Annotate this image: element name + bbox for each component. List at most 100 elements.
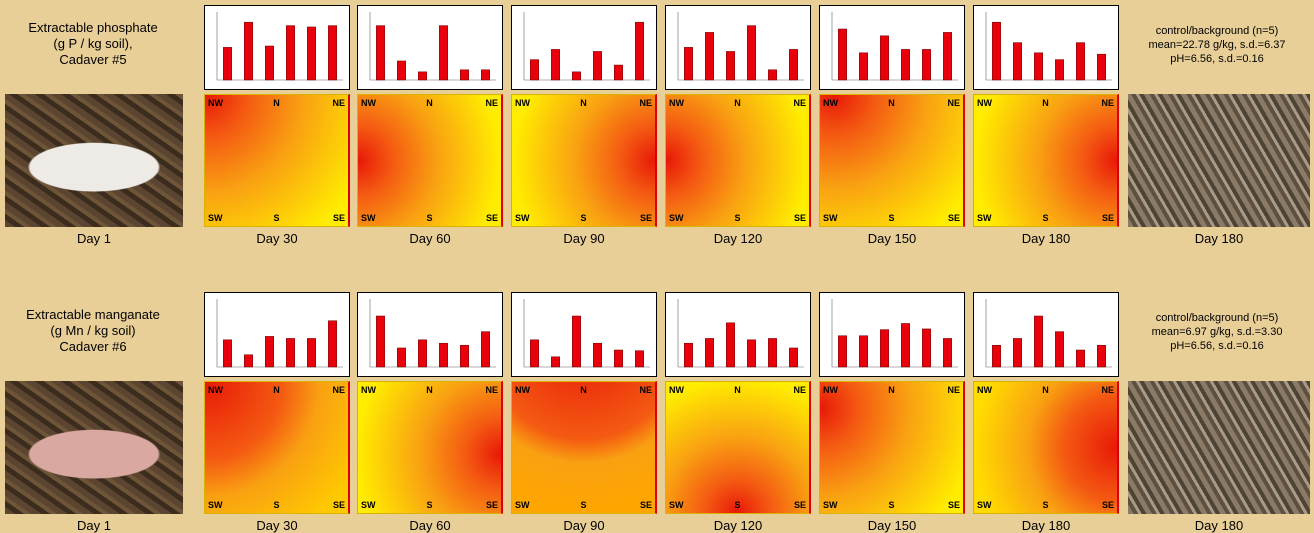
bar (943, 338, 951, 367)
bar (901, 323, 909, 367)
control-photo-label: Day 180 (1128, 518, 1310, 533)
bar (223, 47, 231, 80)
compass-label: NE (1101, 385, 1114, 395)
compass-label: SE (640, 500, 652, 510)
bar (307, 338, 315, 367)
compass-label: S (512, 213, 655, 223)
axis (986, 299, 1112, 367)
axis (832, 12, 958, 80)
bar (859, 53, 867, 80)
compass-label: S (205, 500, 348, 510)
control-line: mean=6.97 g/kg, s.d.=3.30 (1120, 325, 1314, 339)
day-label: Day 90 (511, 231, 657, 247)
compass-label: SE (948, 213, 960, 223)
heatmap: NWNNESWSSE (357, 381, 503, 514)
day-label: Day 30 (204, 231, 350, 247)
day-label: Day 180 (973, 231, 1119, 247)
axis (678, 299, 804, 367)
bar-chart (819, 5, 965, 90)
heatmap: NWNNESWSSE (973, 381, 1119, 514)
compass-label: N (820, 98, 963, 108)
compass-label: NE (947, 385, 960, 395)
compass-label: N (358, 385, 501, 395)
bar-chart (665, 5, 811, 90)
bar (397, 348, 405, 367)
day-label: Day 150 (819, 518, 965, 533)
compass-label: S (205, 213, 348, 223)
bar (614, 65, 622, 80)
day-label: Day 60 (357, 518, 503, 533)
compass-label: NE (793, 385, 806, 395)
control-line: control/background (n=5) (1120, 311, 1314, 325)
control-line: pH=6.56, s.d.=0.16 (1120, 339, 1314, 353)
bar (286, 338, 294, 367)
bar (768, 70, 776, 80)
compass-label: SE (1102, 500, 1114, 510)
axis (524, 12, 650, 80)
axis (370, 299, 496, 367)
control-photo-label: Day 180 (1128, 231, 1310, 247)
heatmap: NWNNESWSSE (819, 94, 965, 227)
bar (328, 26, 336, 80)
compass-label: S (512, 500, 655, 510)
axis (217, 12, 343, 80)
bar-plot (974, 6, 1118, 89)
bar-plot (358, 293, 502, 376)
bar (726, 323, 734, 367)
bar (1055, 332, 1063, 367)
bar (376, 316, 384, 367)
compass-label: NE (639, 98, 652, 108)
bar (376, 26, 384, 80)
compass-label: N (974, 98, 1117, 108)
bar (922, 49, 930, 80)
bar (418, 340, 426, 367)
compass-label: SE (1102, 213, 1114, 223)
compass-label: N (512, 98, 655, 108)
bar-chart (357, 292, 503, 377)
control-line: pH=6.56, s.d.=0.16 (1120, 52, 1314, 66)
bar-chart (665, 292, 811, 377)
bar (551, 357, 559, 367)
compass-label: SE (794, 500, 806, 510)
compass-label: NE (1101, 98, 1114, 108)
bar (286, 26, 294, 80)
bar (635, 351, 643, 367)
title-line: Extractable manganate (0, 307, 186, 323)
compass-label: S (666, 213, 809, 223)
bar (635, 22, 643, 80)
bar-plot (820, 293, 964, 376)
bar (992, 22, 1000, 80)
bar (1055, 60, 1063, 80)
bar (747, 340, 755, 367)
compass-label: SE (486, 500, 498, 510)
compass-label: N (358, 98, 501, 108)
day-label: Day 180 (973, 518, 1119, 533)
bar (789, 49, 797, 80)
bar (1013, 43, 1021, 80)
compass-label: S (666, 500, 809, 510)
day-label: Day 120 (665, 231, 811, 247)
bar (307, 27, 315, 80)
heatmap: NWNNESWSSE (973, 94, 1119, 227)
bar-chart (357, 5, 503, 90)
control-photo (1128, 94, 1310, 227)
bar (1097, 345, 1105, 367)
compass-label: N (974, 385, 1117, 395)
row-title: Extractable manganate(g Mn / kg soil)Cad… (0, 307, 186, 355)
title-line: Extractable phosphate (0, 20, 186, 36)
bar (572, 316, 580, 367)
bar (530, 60, 538, 80)
compass-label: N (666, 98, 809, 108)
bar (838, 29, 846, 80)
bar (551, 49, 559, 80)
bar (460, 70, 468, 80)
bar (880, 330, 888, 367)
bar (747, 26, 755, 80)
compass-label: NE (485, 98, 498, 108)
compass-label: SE (948, 500, 960, 510)
axis (678, 12, 804, 80)
bar (705, 338, 713, 367)
axis (217, 299, 343, 367)
bar-chart (973, 292, 1119, 377)
axis (524, 299, 650, 367)
